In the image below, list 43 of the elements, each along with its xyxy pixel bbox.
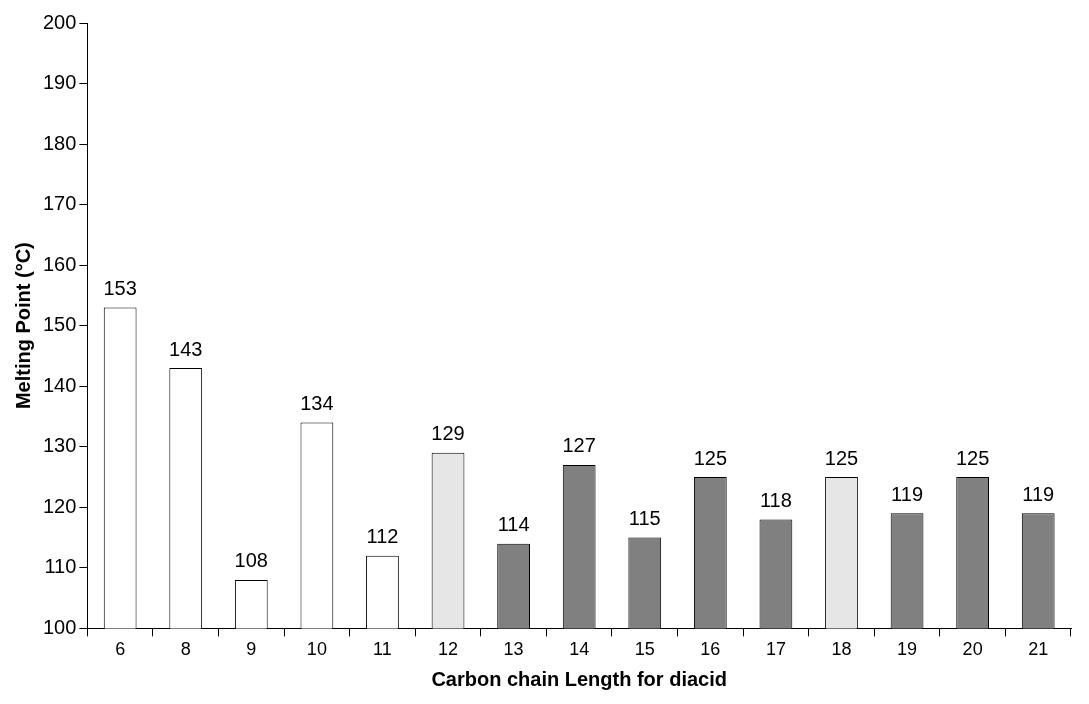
- y-tick-label: 110: [44, 555, 77, 578]
- x-tick-label: 21: [1028, 639, 1049, 660]
- data-label: 112: [366, 525, 399, 548]
- x-tick-label: 20: [962, 639, 983, 660]
- data-label: 134: [300, 392, 334, 415]
- data-label: 127: [562, 434, 596, 457]
- data-label: 125: [824, 446, 859, 469]
- y-tick-label: 120: [42, 494, 77, 517]
- y-tick-label: 150: [42, 313, 77, 336]
- data-label: 114: [497, 513, 530, 536]
- y-tick-label: 190: [42, 71, 77, 94]
- y-tick-label: 100: [42, 615, 77, 638]
- y-tick-label: 180: [42, 131, 77, 154]
- data-label: 119: [891, 482, 924, 505]
- x-tick-label: 17: [765, 639, 786, 660]
- data-label: 125: [693, 446, 728, 469]
- x-tick-label: 14: [569, 639, 590, 660]
- x-axis-title: Carbon chain Length for diacid: [431, 667, 727, 690]
- x-tick-label: 11: [373, 639, 392, 660]
- x-tick-label: 10: [306, 639, 327, 660]
- data-label: 115: [628, 507, 661, 530]
- data-label: 153: [103, 277, 137, 300]
- x-tick-label: 16: [700, 639, 721, 660]
- data-label: 118: [759, 488, 792, 511]
- y-tick-label: 130: [42, 434, 77, 457]
- x-tick-label: 19: [897, 639, 918, 660]
- x-tick-label: 6: [115, 639, 126, 660]
- data-label: 129: [431, 422, 465, 445]
- data-label: 125: [955, 446, 990, 469]
- x-tick-label: 8: [180, 639, 191, 660]
- x-tick-label: 18: [831, 639, 852, 660]
- x-tick-label: 12: [438, 639, 459, 660]
- x-tick-label: 15: [634, 639, 655, 660]
- y-axis-title: Melting Point (°C): [11, 242, 34, 410]
- data-label: 143: [169, 337, 203, 360]
- y-tick-label: 200: [42, 10, 77, 33]
- y-tick-label: 160: [42, 252, 77, 275]
- y-tick-label: 140: [42, 373, 77, 396]
- data-label: 108: [234, 549, 268, 572]
- x-tick-label: 13: [503, 639, 524, 660]
- x-tick-label: 9: [246, 639, 257, 660]
- data-label: 119: [1022, 482, 1055, 505]
- y-tick-label: 170: [42, 192, 77, 215]
